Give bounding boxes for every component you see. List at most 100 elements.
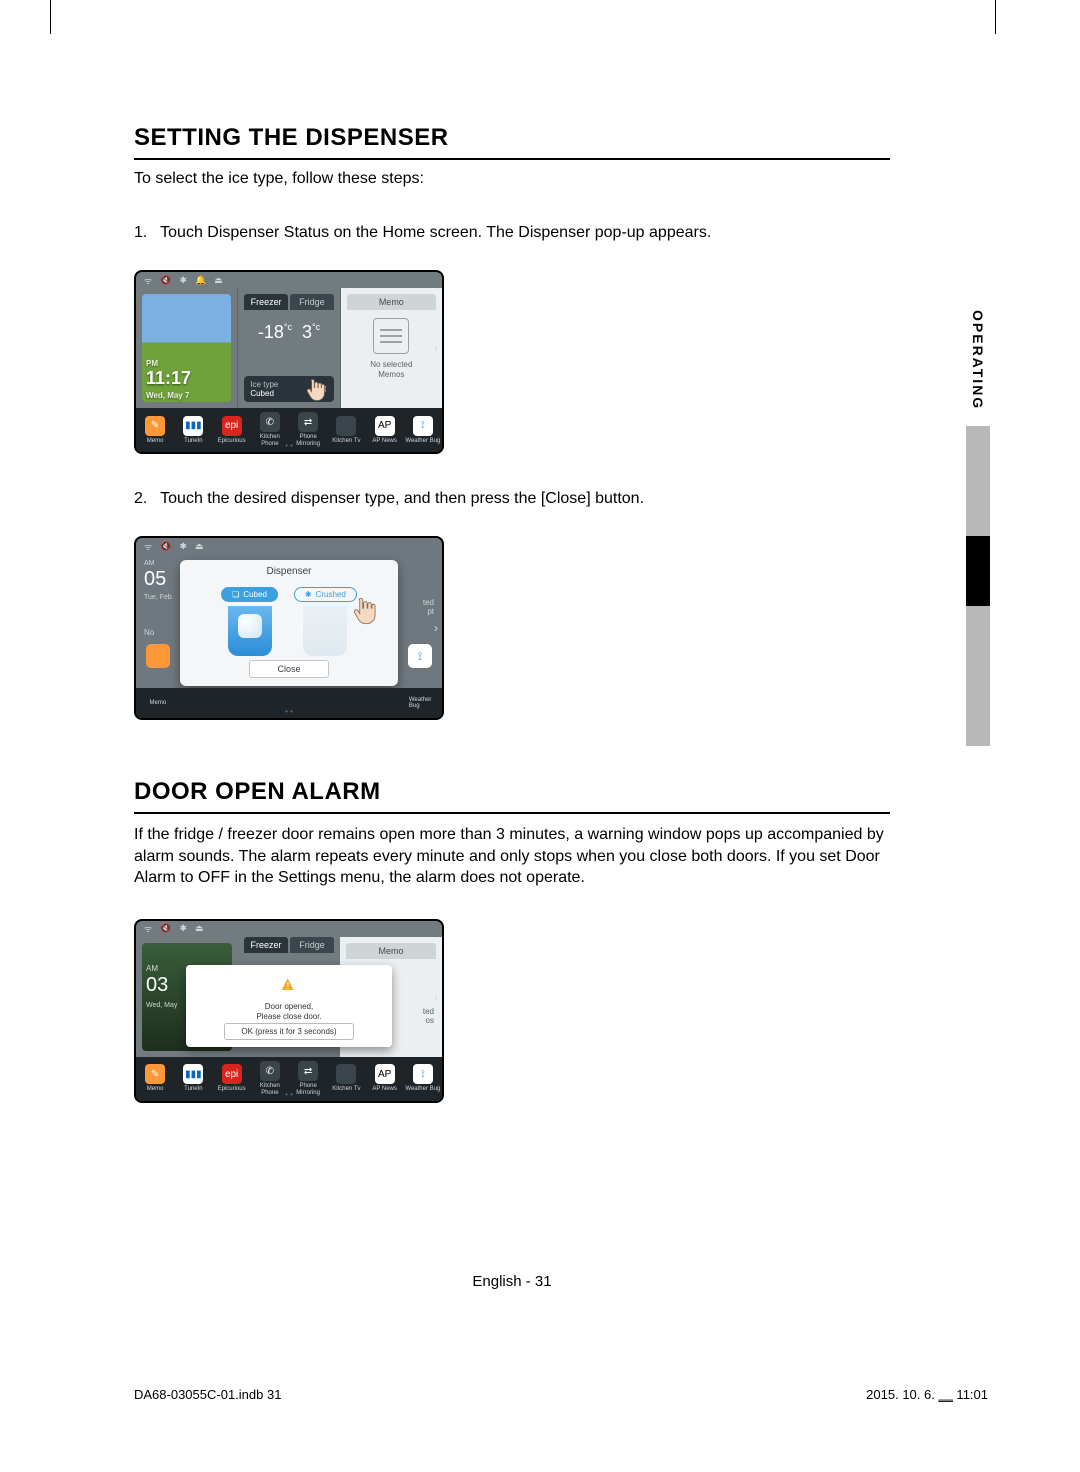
side-tab-label: OPERATING [970,310,986,420]
app-icon: ▮▮▮ [183,416,203,436]
step-number: 2. [134,490,156,508]
clock-time: 05 [144,568,166,591]
crush-icon: ✱ [305,590,312,599]
cubed-cup-illustration [228,606,272,656]
memo-app-icon [146,644,170,668]
wifi-icon: ᯤ [144,922,152,935]
option-crushed-label: Crushed [316,590,346,599]
bell-icon: 🔔 [195,275,206,286]
page-number: English - 31 [134,1273,890,1290]
heading-door-open-alarm: DOOR OPEN ALARM [134,778,890,814]
chevron-right-icon[interactable]: › [434,990,438,1004]
home-photo-panel: PM 11:17 Wed, May 7 [136,288,238,408]
page-indicator: • • [136,1090,442,1099]
door-alarm-paragraph: If the fridge / freezer door remains ope… [134,824,890,889]
crushed-cup-illustration [303,606,347,656]
app-icon: ✆ [260,412,280,432]
home-temp-panel: Freezer Fridge -18°c 3°c Ice type Cubed … [238,288,340,408]
app-icon: epi [222,416,242,436]
tab-freezer[interactable]: Freezer [244,294,288,310]
bt-icon: ✱ [179,275,187,286]
app-icon: AP [375,1064,395,1084]
side-tab-bar-active [966,536,990,606]
step-2: 2. Touch the desired dispenser type, and… [134,490,890,508]
tab-fridge[interactable]: Fridge [290,937,334,953]
app-icon: ✎ [145,416,165,436]
app-icon: ▮▮▮ [183,1064,203,1084]
tab-fridge[interactable]: Fridge [290,294,334,310]
app-icon [336,416,356,436]
bg-memo-fragment: ted os [423,1007,434,1025]
wifi-icon: ᯤ [144,540,152,553]
figure-home-screen: ᯤ 🔇 ✱ 🔔 ⏏ PM 11:17 Wed, May 7 Fre [134,270,444,454]
option-cubed-label: Cubed [243,590,267,599]
speaker-icon: 🔇 [160,923,171,934]
clock-date: Tue, Feb [144,594,172,601]
option-cubed[interactable]: ❏ Cubed [221,587,278,656]
clock-time: 03 [146,974,168,997]
memo-empty-label: No selected Memos [341,360,442,379]
app-icon: ✆ [260,1061,280,1081]
step-text: Touch Dispenser Status on the Home scree… [160,224,711,241]
home-clock: PM 11:17 Wed, May 7 [146,359,191,400]
app-icon: AP [375,416,395,436]
wifi-icon: ᯤ [144,274,152,287]
icetype-value: Cubed [250,389,274,398]
clock-ampm: AM [146,964,158,973]
chevron-right-icon[interactable]: › [434,341,438,355]
lock-icon: ⏏ [195,541,204,552]
touch-hand-icon [302,376,330,404]
bg-label-no: No [144,628,154,637]
page-content: SETTING THE DISPENSER To select the ice … [134,30,890,1290]
app-icon: ⇄ [298,412,318,432]
door-alarm-popup: ▲! Door opened, Please close door. OK (p… [186,965,392,1047]
bt-icon: ✱ [179,541,187,552]
weather-app-icon: ⟟ [408,644,432,668]
memo-tab[interactable]: Memo [346,943,436,959]
alarm-message: Door opened, Please close door. [256,1002,321,1023]
close-button[interactable]: Close [249,660,329,678]
app-icon: ✎ [145,1064,165,1084]
bg-memo-fragment: ted pt [423,598,434,616]
status-bar: ᯤ 🔇 ✱ ⏏ [136,538,442,554]
freezer-temp: -18 [258,322,284,342]
heading-setting-dispenser: SETTING THE DISPENSER [134,124,890,160]
app-icon: ⟟ [413,416,433,436]
step-text: Touch the desired dispenser type, and th… [160,490,644,507]
figure-dispenser-popup: ᯤ 🔇 ✱ ⏏ AM 05 Tue, Feb No ted pt › ⟟ Dis… [134,536,444,720]
bt-icon: ✱ [179,923,187,934]
dispenser-status-button[interactable]: Ice type Cubed ❄ [244,376,333,402]
popup-title: Dispenser [180,560,398,583]
app-icon: epi [222,1064,242,1084]
print-timestamp: 2015. 10. 6. ‗‗ 11:01 [866,1387,988,1402]
page-indicator: • • [136,707,442,716]
memo-icon [373,318,409,354]
warning-icon: ▲! [278,973,301,996]
intro-text: To select the ice type, follow these ste… [134,170,890,188]
figure-door-alarm: ᯤ 🔇 ✱ ⏏ AM 03 Wed, May FreezerFridge Mem… [134,919,444,1103]
chevron-right-icon[interactable]: › [434,621,438,635]
status-bar: ᯤ 🔇 ✱ 🔔 ⏏ [136,272,442,288]
print-footer: DA68-03055C-01.indb 31 2015. 10. 6. ‗‗ 1… [134,1387,988,1402]
app-icon: ⇄ [298,1061,318,1081]
lock-icon: ⏏ [214,275,223,286]
step-number: 1. [134,224,156,242]
page-indicator: • • [136,441,442,450]
clock-date: Wed, May 7 [146,391,191,400]
clock-ampm: AM [144,560,155,567]
fridge-temp: 3 [302,322,312,342]
speaker-icon: 🔇 [160,541,171,552]
temp-unit: °c [312,322,320,332]
tab-freezer[interactable]: Freezer [244,937,288,953]
temp-unit: °c [284,322,292,332]
clock-date: Wed, May [146,1002,177,1009]
cube-icon: ❏ [232,590,239,599]
app-icon [336,1064,356,1084]
doc-id: DA68-03055C-01.indb 31 [134,1387,281,1402]
side-tab: OPERATING [966,310,990,746]
ok-button[interactable]: OK (press it for 3 seconds) [224,1023,354,1040]
step-1: 1. Touch Dispenser Status on the Home sc… [134,224,890,242]
crop-marks [50,0,996,34]
memo-tab[interactable]: Memo [347,294,436,310]
clock-time: 11:17 [146,368,191,388]
